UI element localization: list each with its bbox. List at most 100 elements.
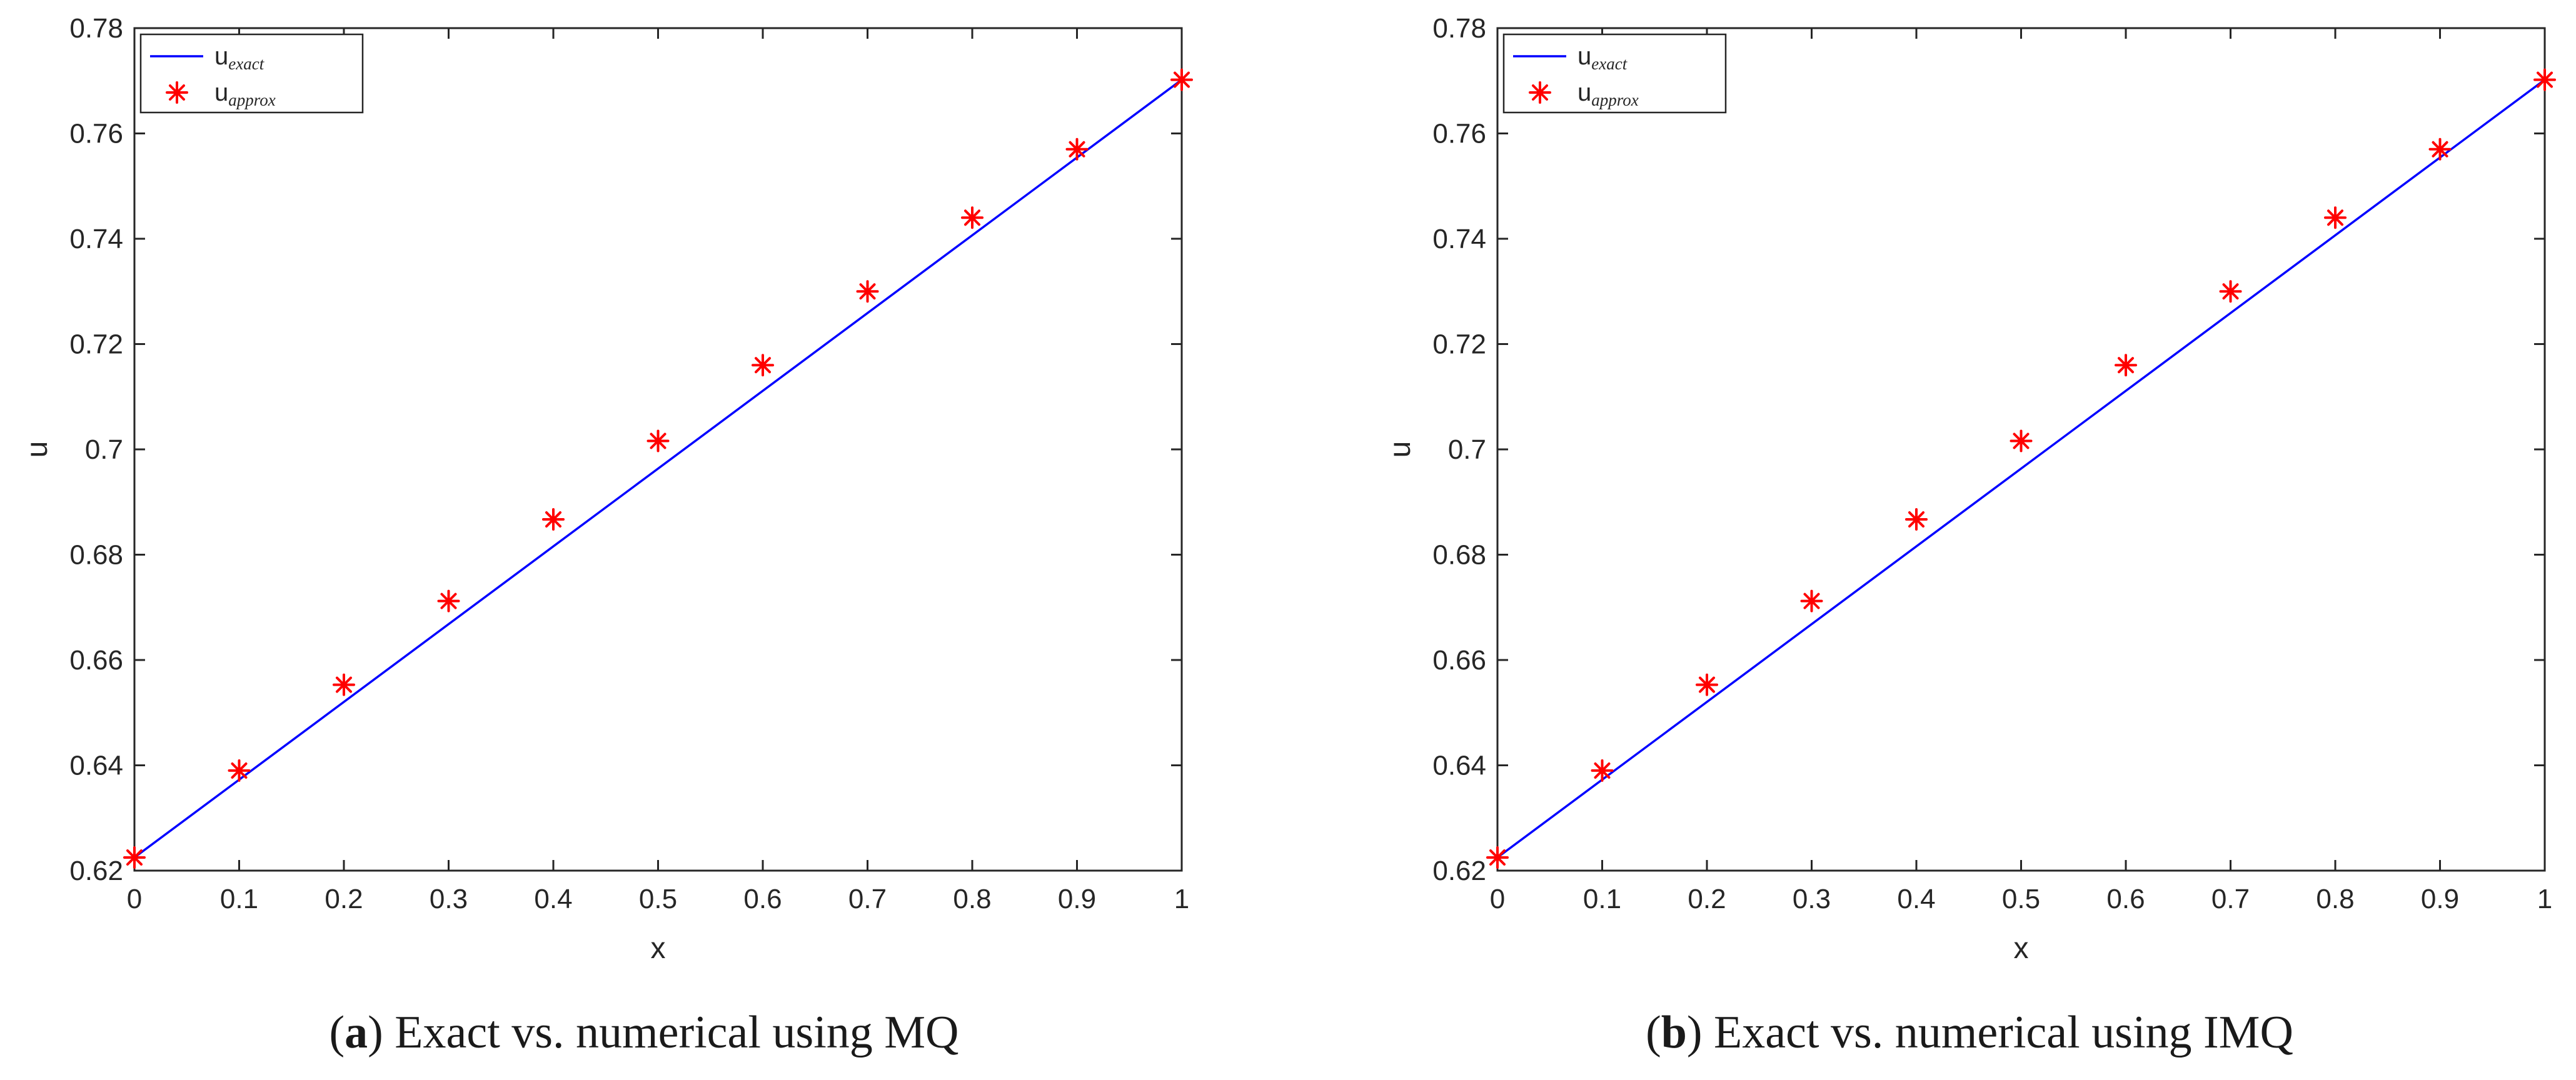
data-point-approx [1065, 138, 1089, 161]
marker-stroke [964, 209, 980, 226]
x-tick-label: 0.3 [1793, 884, 1831, 914]
marker-stroke [1174, 71, 1190, 88]
y-tick-label: 0.64 [1432, 751, 1486, 781]
caption-a: (a) Exact vs. numerical using MQ [329, 1007, 959, 1058]
caption-letter: a [345, 1007, 368, 1058]
legend-label-subscript: approx [1591, 91, 1639, 109]
y-tick-label: 0.7 [1448, 434, 1486, 465]
marker-stroke [169, 84, 185, 101]
data-point-approx [1905, 508, 1928, 531]
data-point-approx [2428, 138, 2452, 161]
x-tick-label: 0.4 [534, 884, 572, 914]
caption-text: ) Exact vs. numerical using MQ [368, 1007, 959, 1058]
x-tick-label: 1 [2537, 884, 2552, 914]
y-tick-label: 0.7 [85, 434, 123, 465]
legend-label-subscript: approx [228, 91, 276, 109]
marker-stroke [2013, 432, 2030, 449]
marker-stroke [231, 762, 248, 779]
marker-stroke [1803, 592, 1820, 609]
legend-label: uexact [214, 42, 265, 73]
x-tick-label: 0.2 [325, 884, 363, 914]
caption-letter: b [1661, 1007, 1687, 1058]
x-tick-label: 0.9 [1058, 884, 1096, 914]
y-tick-label: 0.72 [1432, 329, 1486, 360]
x-tick-label: 0.7 [848, 884, 887, 914]
figure-panel-b: 0 0.1 0.2 0.3 0.4 0.5 0.6 0.7 0.8 0.9 1 0.62 0.64 0.6… [1363, 0, 2576, 1080]
legend-label-base: u [1577, 79, 1591, 106]
y-tick-label: 0.74 [69, 224, 123, 254]
data-point-approx [961, 206, 984, 229]
data-point-approx [2324, 206, 2347, 229]
x-tick-label: 0.9 [2421, 884, 2459, 914]
x-tick-label: 0 [1490, 884, 1505, 914]
data-point-approx [2533, 68, 2556, 91]
data-point-approx [333, 673, 355, 696]
series-line-exact [133, 79, 1183, 859]
x-tick-label: 0.8 [953, 884, 991, 914]
marker-stroke [859, 283, 876, 300]
marker-stroke [336, 676, 352, 693]
series-line-exact [1496, 79, 2546, 859]
data-point-approx [856, 280, 879, 303]
x-tick-label: 0.1 [1583, 884, 1621, 914]
y-tick-label: 0.78 [1432, 13, 1486, 44]
y-tick-label: 0.72 [69, 329, 123, 360]
marker-stroke [755, 357, 771, 374]
x-tick-label: 0.2 [1688, 884, 1726, 914]
y-tick-label: 0.68 [1432, 540, 1486, 571]
figure-panel-a: 0 0.1 0.2 0.3 0.4 0.5 0.6 0.7 0.8 0.9 1 0.62 0.64 0.6… [21, 13, 1193, 1058]
x-tick-label: 0.7 [2211, 884, 2250, 914]
data-point-approx [2115, 354, 2137, 377]
legend-label: uapprox [214, 79, 276, 109]
data-point-approx [2010, 429, 2033, 452]
marker-stroke [2432, 141, 2448, 158]
marker-stroke [1532, 84, 1548, 101]
legend-label-subscript: exact [228, 54, 264, 73]
y-tick-label: 0.62 [1432, 856, 1486, 886]
legend-label-subscript: exact [1591, 54, 1628, 73]
chart-imq: 0 0.1 0.2 0.3 0.4 0.5 0.6 0.7 0.8 0.9 1 0.62 0.64 0.6… [1384, 13, 2556, 965]
x-tick-label: 0.6 [743, 884, 782, 914]
data-point-approx [752, 354, 774, 377]
y-axis-label: u [21, 441, 54, 458]
data-point-approx [437, 589, 460, 612]
data-point-approx [1696, 673, 1718, 696]
x-tick-label: 0.5 [2002, 884, 2040, 914]
marker-stroke [545, 511, 561, 528]
data-point-approx [228, 759, 251, 782]
x-tick-label: 0.6 [2106, 884, 2145, 914]
y-tick-label: 0.78 [69, 13, 123, 44]
y-tick-label: 0.66 [69, 645, 123, 676]
marker-stroke [2537, 71, 2553, 88]
marker-stroke [2327, 209, 2343, 226]
x-tick-label: 0 [127, 884, 142, 914]
data-point-approx [1486, 846, 1509, 869]
x-tick-label: 0.1 [220, 884, 258, 914]
marker-stroke [1699, 676, 1715, 693]
y-tick-label: 0.68 [69, 540, 123, 571]
data-point-approx [542, 508, 565, 531]
y-tick-label: 0.64 [69, 751, 123, 781]
marker-stroke [126, 849, 143, 866]
x-tick-label: 0.8 [2316, 884, 2354, 914]
marker-stroke [440, 592, 457, 609]
data-point-approx [123, 846, 146, 869]
y-tick-label: 0.62 [69, 856, 123, 886]
chart-mq: 0 0.1 0.2 0.3 0.4 0.5 0.6 0.7 0.8 0.9 1 0.62 0.64 0.6… [21, 13, 1193, 965]
marker-stroke [650, 432, 667, 449]
data-point-approx [2219, 280, 2242, 303]
y-tick-label: 0.76 [69, 119, 123, 149]
y-axis-label: u [1384, 441, 1417, 458]
legend: uexact uapprox [139, 33, 364, 114]
marker-stroke [2222, 283, 2239, 300]
marker-stroke [1489, 849, 1506, 866]
data-point-approx [647, 429, 670, 452]
x-axis-label: x [2014, 932, 2029, 965]
data-point-approx [1800, 589, 1823, 612]
x-tick-label: 0.3 [430, 884, 468, 914]
x-tick-label: 1 [1174, 884, 1189, 914]
y-tick-label: 0.76 [1432, 119, 1486, 149]
legend-label: uexact [1577, 42, 1628, 73]
marker-stroke [1908, 511, 1924, 528]
legend: uexact uapprox [1502, 33, 1727, 114]
